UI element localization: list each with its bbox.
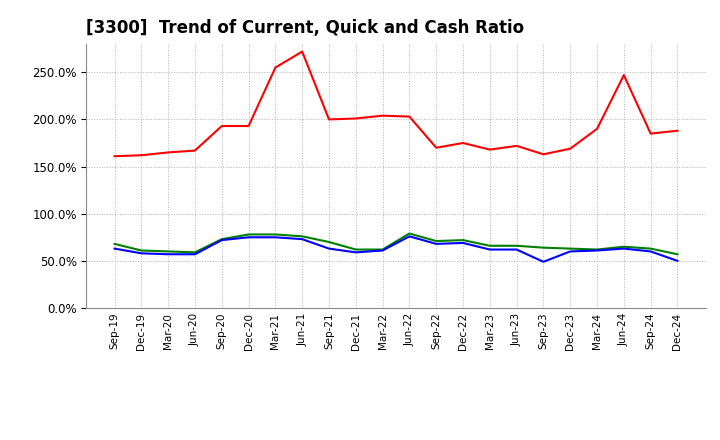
Quick Ratio	[110, 241, 119, 246]
Cash Ratio	[110, 246, 119, 251]
Quick Ratio	[432, 238, 441, 244]
Current Ratio	[244, 123, 253, 128]
Cash Ratio	[271, 235, 279, 240]
Quick Ratio	[325, 239, 333, 245]
Cash Ratio	[513, 247, 521, 252]
Cash Ratio	[164, 252, 173, 257]
Cash Ratio	[432, 241, 441, 246]
Current Ratio	[513, 143, 521, 148]
Cash Ratio	[378, 248, 387, 253]
Line: Quick Ratio: Quick Ratio	[114, 234, 678, 254]
Current Ratio	[378, 113, 387, 118]
Line: Cash Ratio: Cash Ratio	[114, 236, 678, 262]
Quick Ratio	[593, 247, 601, 252]
Quick Ratio	[459, 238, 467, 243]
Current Ratio	[110, 154, 119, 159]
Quick Ratio	[513, 243, 521, 249]
Quick Ratio	[647, 246, 655, 251]
Quick Ratio	[271, 232, 279, 237]
Quick Ratio	[485, 243, 494, 249]
Cash Ratio	[593, 248, 601, 253]
Cash Ratio	[351, 250, 360, 255]
Current Ratio	[432, 145, 441, 150]
Quick Ratio	[191, 250, 199, 255]
Quick Ratio	[566, 246, 575, 251]
Cash Ratio	[673, 258, 682, 264]
Current Ratio	[405, 114, 414, 119]
Quick Ratio	[378, 247, 387, 252]
Text: [3300]  Trend of Current, Quick and Cash Ratio: [3300] Trend of Current, Quick and Cash …	[86, 19, 525, 37]
Current Ratio	[137, 153, 145, 158]
Cash Ratio	[298, 237, 307, 242]
Cash Ratio	[485, 247, 494, 252]
Cash Ratio	[647, 249, 655, 254]
Current Ratio	[298, 49, 307, 54]
Current Ratio	[539, 152, 548, 157]
Cash Ratio	[137, 251, 145, 256]
Cash Ratio	[217, 238, 226, 243]
Current Ratio	[619, 73, 628, 78]
Cash Ratio	[325, 246, 333, 251]
Line: Current Ratio: Current Ratio	[114, 51, 678, 156]
Cash Ratio	[619, 246, 628, 251]
Quick Ratio	[539, 245, 548, 250]
Quick Ratio	[244, 232, 253, 237]
Current Ratio	[647, 131, 655, 136]
Cash Ratio	[459, 240, 467, 246]
Cash Ratio	[244, 235, 253, 240]
Quick Ratio	[673, 252, 682, 257]
Cash Ratio	[566, 249, 575, 254]
Quick Ratio	[405, 231, 414, 236]
Current Ratio	[271, 65, 279, 70]
Quick Ratio	[137, 248, 145, 253]
Cash Ratio	[191, 252, 199, 257]
Current Ratio	[459, 140, 467, 146]
Current Ratio	[485, 147, 494, 152]
Current Ratio	[351, 116, 360, 121]
Cash Ratio	[405, 234, 414, 239]
Quick Ratio	[351, 247, 360, 252]
Current Ratio	[673, 128, 682, 133]
Quick Ratio	[164, 249, 173, 254]
Current Ratio	[566, 146, 575, 151]
Cash Ratio	[539, 259, 548, 264]
Current Ratio	[164, 150, 173, 155]
Current Ratio	[217, 123, 226, 128]
Current Ratio	[325, 117, 333, 122]
Quick Ratio	[298, 234, 307, 239]
Quick Ratio	[619, 244, 628, 249]
Quick Ratio	[217, 237, 226, 242]
Current Ratio	[593, 126, 601, 132]
Current Ratio	[191, 148, 199, 153]
